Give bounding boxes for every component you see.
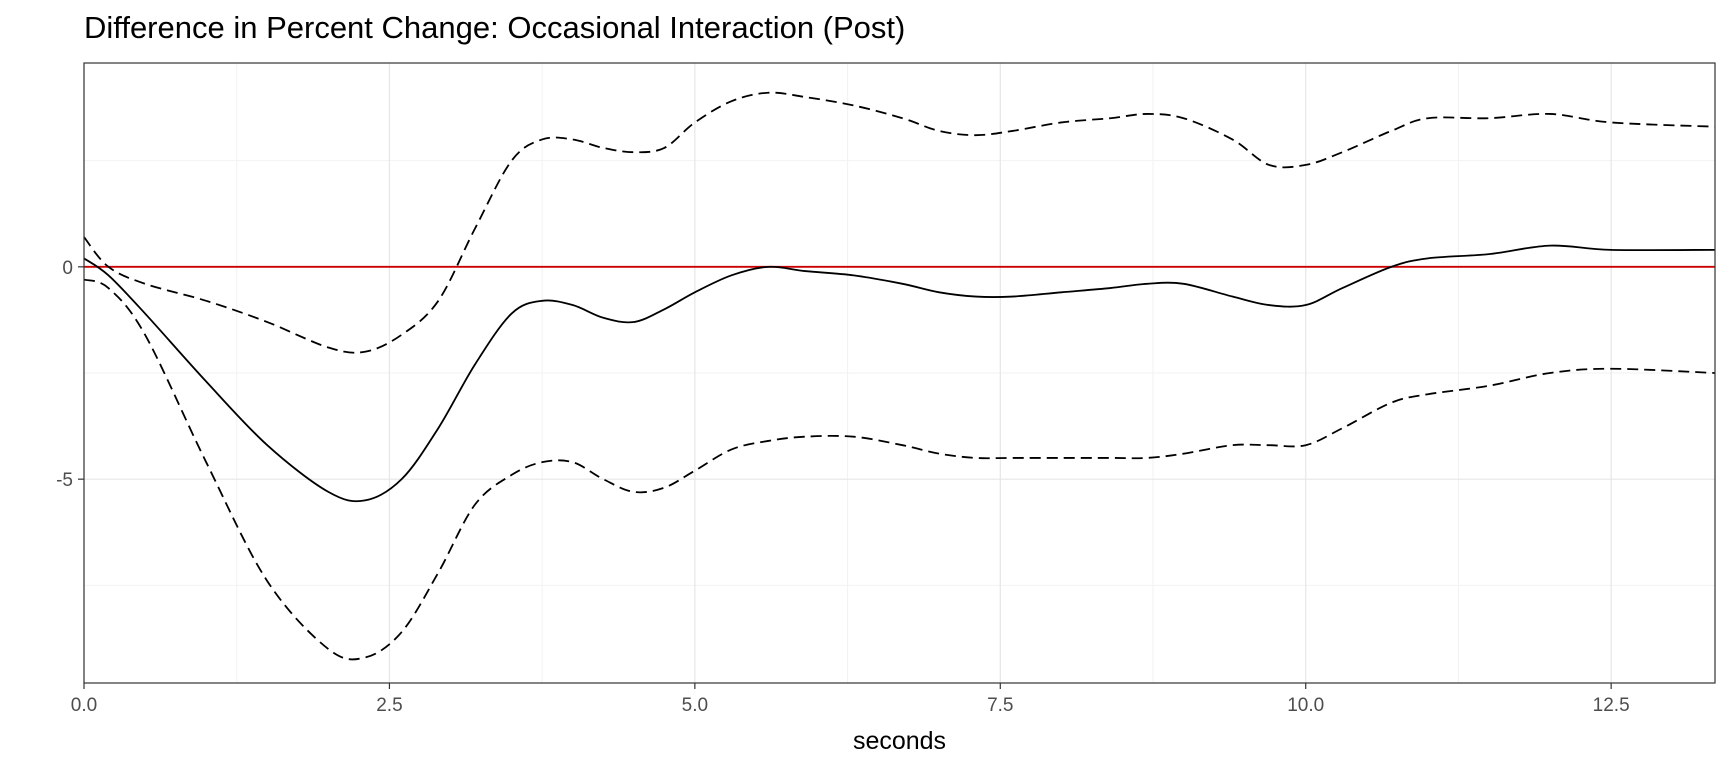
- x-tick-label: 2.5: [376, 695, 402, 716]
- estimate-line: [83, 244, 1716, 503]
- y-tick-label: 0: [62, 258, 73, 279]
- x-tick-label: 7.5: [987, 695, 1013, 716]
- lower-bound-line: [83, 278, 1716, 661]
- x-axis-ticks: 0.0 2.5 5.0 7.5 10.0 12.5: [71, 683, 1630, 716]
- y-axis-ticks: 0 -5: [56, 258, 84, 491]
- x-axis-title: seconds: [853, 727, 946, 755]
- x-tick-label: 10.0: [1287, 695, 1324, 716]
- chart-title: Difference in Percent Change: Occasional…: [84, 10, 906, 45]
- x-tick-label: 5.0: [682, 695, 708, 716]
- x-tick-label: 0.0: [71, 695, 97, 716]
- upper-bound-line: [83, 91, 1716, 354]
- plot-border: [83, 62, 1716, 684]
- y-tick-label: -5: [56, 470, 73, 491]
- x-tick-label: 12.5: [1593, 695, 1630, 716]
- grid-minor: [84, 63, 1715, 683]
- series-group: [83, 91, 1716, 661]
